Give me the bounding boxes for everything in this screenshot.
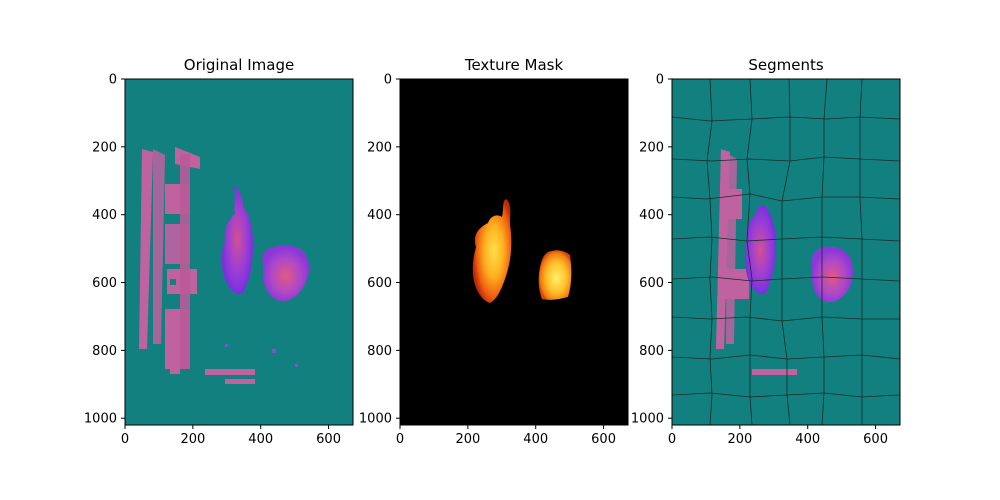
y-tick-label: 1000	[631, 412, 664, 427]
flame-left	[221, 184, 253, 295]
panel-texture-mask	[399, 78, 629, 426]
panel-segments	[671, 78, 901, 426]
mask-background	[400, 79, 628, 425]
x-tick-label: 0	[121, 432, 129, 447]
title-original-image: Original Image	[184, 56, 294, 74]
y-tick-label: 400	[639, 208, 664, 223]
y-tick-label: 600	[367, 276, 392, 291]
x-tick-label: 400	[248, 432, 273, 447]
mask-flame-left	[472, 199, 512, 303]
x-tick-label: 200	[727, 432, 752, 447]
axes-frame	[124, 78, 354, 426]
segment-boundaries	[671, 78, 901, 426]
panel-original-image	[124, 78, 354, 426]
axes-frame	[399, 78, 629, 426]
x-tick-label: 200	[180, 432, 205, 447]
y-tick-label: 0	[109, 73, 117, 88]
x-tick-label: 600	[316, 432, 341, 447]
title-texture-mask: Texture Mask	[464, 56, 564, 74]
y-tick-label: 200	[367, 140, 392, 155]
tick-layer: 0 200 400 600 0 200 400 600 800 1000 0 200 400 600 0 20…	[84, 73, 888, 448]
y-tick-label: 0	[656, 73, 664, 88]
mask-flame-right	[538, 250, 572, 300]
flame-right	[262, 244, 310, 301]
y-tick-label: 800	[92, 344, 117, 359]
y-tick-label: 1000	[359, 412, 392, 427]
axes-frame	[671, 78, 901, 426]
title-segments: Segments	[748, 56, 824, 74]
y-tick-label: 400	[367, 208, 392, 223]
y-tick-label: 800	[367, 344, 392, 359]
y-tick-label: 600	[92, 276, 117, 291]
y-tick-label: 800	[639, 344, 664, 359]
y-tick-label: 200	[92, 140, 117, 155]
y-tick-label: 400	[92, 208, 117, 223]
segment-content	[716, 149, 853, 375]
y-tick-label: 0	[384, 73, 392, 88]
x-tick-label: 600	[591, 432, 616, 447]
x-tick-label: 200	[455, 432, 480, 447]
y-tick-label: 600	[639, 276, 664, 291]
y-tick-label: 1000	[84, 412, 117, 427]
x-tick-label: 400	[795, 432, 820, 447]
x-tick-label: 400	[523, 432, 548, 447]
speckles	[225, 344, 298, 367]
pillar-structure	[139, 147, 255, 384]
y-tick-label: 200	[639, 140, 664, 155]
x-tick-label: 0	[668, 432, 676, 447]
x-tick-label: 600	[863, 432, 888, 447]
x-tick-label: 0	[396, 432, 404, 447]
